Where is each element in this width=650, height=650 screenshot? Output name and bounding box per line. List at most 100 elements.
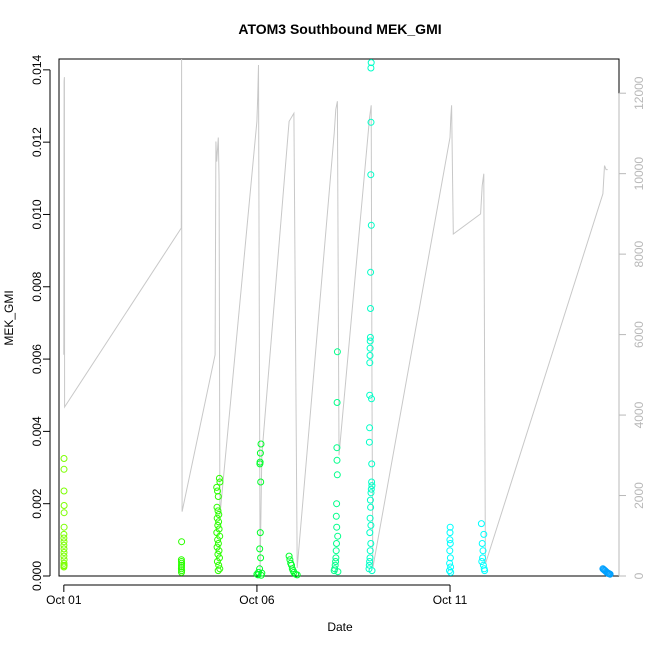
data-point	[213, 543, 221, 551]
data-point	[60, 530, 68, 538]
data-point	[214, 521, 222, 529]
data-point	[606, 570, 614, 578]
data-point	[332, 558, 340, 565]
data-point	[332, 547, 340, 555]
data-point	[446, 567, 453, 575]
data-point	[256, 529, 264, 537]
data-point	[478, 558, 486, 565]
data-point	[253, 570, 261, 578]
data-point	[333, 523, 341, 531]
data-point	[215, 511, 223, 518]
data-point	[367, 118, 375, 126]
data-point	[366, 554, 374, 562]
data-point	[368, 460, 376, 468]
data-point	[256, 545, 264, 553]
data-point	[60, 465, 68, 473]
data-point	[60, 563, 68, 571]
data-point	[447, 563, 455, 571]
y2-tick-label: 4000	[632, 401, 646, 428]
scatter-points	[60, 59, 614, 579]
x-tick-label: Oct 01	[46, 593, 82, 607]
data-point	[215, 547, 223, 555]
data-point	[367, 485, 375, 493]
data-point	[368, 567, 376, 575]
data-point	[333, 444, 341, 452]
data-point	[367, 268, 375, 276]
data-point	[60, 534, 68, 542]
data-point	[215, 474, 223, 482]
data-point	[367, 59, 375, 67]
data-point	[368, 395, 375, 403]
data-point	[60, 549, 68, 556]
data-point	[366, 547, 374, 555]
data-point	[334, 532, 342, 540]
data-point	[446, 554, 454, 562]
data-point	[60, 487, 68, 495]
data-point	[365, 561, 373, 569]
data-point	[215, 525, 223, 533]
data-point	[367, 221, 375, 229]
y-tick-label: 0.014	[30, 55, 44, 85]
data-point	[479, 547, 487, 555]
x-axis-label: Date	[327, 620, 353, 634]
data-point	[333, 471, 341, 479]
y-tick-label: 0.008	[30, 271, 44, 301]
y-axis-label: MEK_GMI	[2, 290, 16, 345]
data-point	[60, 538, 68, 546]
data-point	[333, 540, 340, 547]
data-point	[333, 399, 341, 406]
data-point	[477, 520, 485, 528]
data-point	[215, 561, 223, 569]
x-axis: Oct 01 Oct 06 Oct 11	[46, 584, 468, 607]
data-point	[60, 545, 68, 553]
data-point	[216, 554, 223, 562]
y2-tick-label: 6000	[632, 321, 646, 348]
data-point	[215, 518, 223, 526]
data-point	[479, 554, 487, 562]
right-axis-line	[63, 58, 608, 573]
y-tick-label: 0.000	[30, 561, 44, 591]
data-point	[214, 550, 222, 558]
y2-axis: 0 2000 4000 6000 8000 10000 12000	[618, 76, 646, 579]
data-point	[368, 478, 376, 486]
data-point	[257, 571, 265, 579]
data-point	[367, 521, 375, 529]
data-point	[367, 171, 375, 179]
data-point	[447, 568, 455, 576]
data-point	[213, 483, 221, 491]
data-point	[293, 571, 301, 579]
y-tick-label: 0.010	[30, 199, 44, 229]
data-point	[366, 514, 374, 522]
data-point	[214, 507, 222, 515]
y-tick-label: 0.002	[30, 488, 44, 518]
data-point	[213, 558, 221, 565]
data-point	[365, 438, 373, 446]
data-point	[478, 540, 486, 547]
data-point	[60, 502, 68, 509]
data-point	[213, 514, 221, 522]
y-tick-label: 0.004	[30, 416, 44, 446]
data-point	[480, 530, 488, 538]
data-point	[214, 540, 222, 547]
data-point	[214, 493, 222, 500]
data-point	[334, 568, 342, 576]
y-axis: 0.000 0.002 0.004 0.006 0.008 0.010 0.012 0.014	[30, 55, 51, 591]
data-point	[366, 344, 374, 352]
data-point	[366, 529, 374, 537]
y2-tick-label: 8000	[632, 240, 646, 267]
data-point	[256, 460, 264, 468]
data-point	[214, 567, 222, 575]
data-point	[446, 536, 454, 544]
data-point	[366, 359, 374, 367]
plot-frame	[58, 58, 620, 577]
data-point	[60, 509, 68, 517]
data-point	[366, 352, 374, 359]
data-point	[366, 391, 374, 399]
data-point	[333, 500, 341, 508]
data-point	[254, 571, 262, 579]
chart-title: ATOM3 Southbound MEK_GMI	[238, 21, 441, 37]
data-point	[214, 536, 222, 544]
data-point	[178, 568, 185, 576]
data-point	[333, 456, 341, 464]
